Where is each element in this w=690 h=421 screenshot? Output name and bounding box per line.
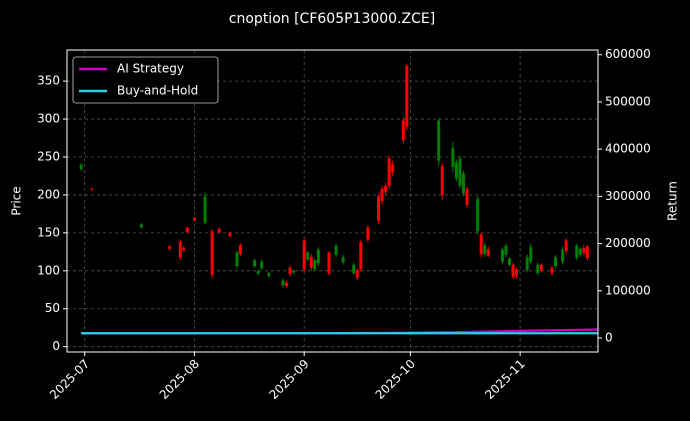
- candle-body: [391, 164, 395, 173]
- candle-body: [182, 248, 186, 251]
- candle-body: [79, 164, 83, 170]
- candle-body: [500, 249, 504, 262]
- candle-body: [405, 65, 409, 127]
- y-tick-label: 350: [37, 74, 60, 88]
- legend-label: Buy-and-Hold: [117, 84, 198, 98]
- candle-body: [380, 188, 384, 201]
- candle-body: [384, 185, 388, 192]
- candle-body: [511, 264, 515, 277]
- candle-body: [302, 240, 306, 270]
- y2-tick-label: 300000: [605, 189, 651, 203]
- candle-body: [454, 162, 458, 179]
- candle-body: [483, 245, 487, 255]
- candle-body: [359, 241, 363, 270]
- candle-body: [281, 280, 285, 286]
- candle-body: [288, 267, 292, 274]
- candle-body: [366, 227, 370, 240]
- candle-body: [203, 196, 207, 224]
- y2-tick-label: 0: [605, 330, 613, 344]
- candle-body: [554, 257, 558, 267]
- candle-body: [440, 166, 444, 195]
- candle-body: [437, 120, 441, 161]
- candle-body: [238, 245, 242, 255]
- candle-body: [564, 240, 568, 252]
- candle-body: [192, 217, 196, 220]
- candle-body: [292, 270, 296, 273]
- candle-body: [585, 246, 589, 258]
- candle-body: [582, 248, 586, 253]
- legend-label: AI Strategy: [117, 62, 184, 76]
- candle-body: [228, 232, 232, 236]
- candle-body: [479, 234, 483, 255]
- candle-body: [309, 257, 313, 268]
- candle-body: [267, 273, 271, 277]
- candle-body: [217, 229, 221, 233]
- chart-title: cnoption [CF605P13000.ZCE]: [229, 11, 435, 27]
- candle-body: [185, 227, 189, 233]
- y-axis-label: Price: [10, 186, 24, 215]
- candle-body: [327, 252, 331, 274]
- candle-body: [575, 245, 579, 258]
- candle-body: [525, 257, 529, 271]
- candle-body: [352, 264, 356, 274]
- candle-body: [486, 249, 490, 256]
- candle-body: [168, 246, 172, 249]
- y2-tick-label: 100000: [605, 283, 651, 297]
- candle-body: [90, 188, 94, 190]
- candle-body: [260, 261, 264, 269]
- candle-body: [561, 249, 565, 262]
- candle-body: [387, 158, 391, 186]
- y-tick-label: 100: [37, 263, 60, 277]
- candle-body: [536, 264, 540, 274]
- candle-body: [401, 120, 405, 141]
- candle-body: [341, 257, 345, 263]
- candle-body: [461, 173, 465, 194]
- candle-body: [334, 245, 338, 255]
- y-tick-label: 300: [37, 112, 60, 126]
- candle-body: [515, 269, 519, 276]
- candle-body: [465, 188, 469, 205]
- y-tick-label: 250: [37, 149, 60, 163]
- y-tick-label: 200: [37, 187, 60, 201]
- candle-body: [235, 252, 239, 267]
- candle-body: [504, 245, 508, 255]
- candle-body: [578, 248, 582, 255]
- candle-body: [539, 264, 543, 271]
- candle-body: [529, 247, 533, 262]
- candle-body: [550, 267, 554, 274]
- candle-body: [458, 158, 462, 186]
- candle-body: [316, 249, 320, 264]
- candle-body: [253, 260, 257, 267]
- y2-tick-label: 200000: [605, 236, 651, 250]
- y-tick-label: 0: [52, 339, 60, 353]
- candle-body: [476, 198, 480, 232]
- candle-body: [355, 270, 359, 278]
- candle-body: [284, 282, 288, 286]
- candle-body: [178, 241, 182, 258]
- y-tick-label: 150: [37, 225, 60, 239]
- y2-tick-label: 500000: [605, 94, 651, 108]
- candle-body: [256, 270, 260, 274]
- candle-body: [313, 260, 317, 270]
- candle-body: [451, 147, 455, 167]
- plot-frame: [66, 49, 599, 353]
- candle-body: [508, 258, 511, 265]
- candle-body: [377, 196, 381, 221]
- y-tick-label: 50: [45, 301, 60, 315]
- y2-axis-label: Return: [666, 181, 680, 221]
- candle-body: [139, 224, 143, 228]
- candle-body: [306, 252, 310, 260]
- legend-box: [72, 56, 219, 104]
- candle-body: [210, 231, 214, 275]
- y2-tick-label: 400000: [605, 142, 651, 156]
- y2-tick-label: 600000: [605, 47, 651, 61]
